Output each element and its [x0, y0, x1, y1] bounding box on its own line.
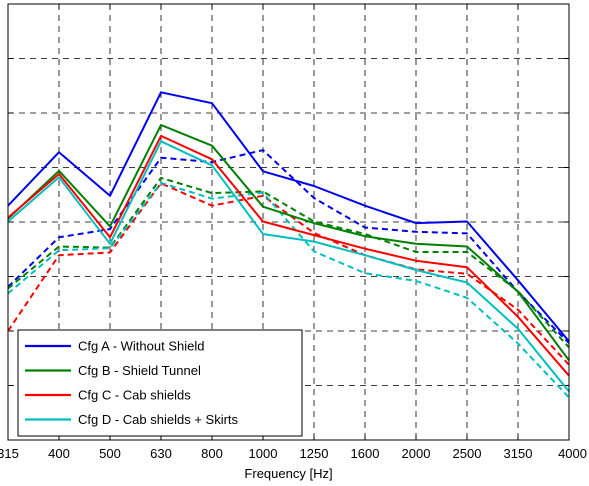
cfg-d-cab-shields-skirts-line — [7, 140, 570, 393]
x-tick-label: 400 — [48, 446, 70, 461]
x-tick-label: 1250 — [300, 446, 329, 461]
legend-label: Cfg A - Without Shield — [78, 339, 204, 354]
cfg-c-cab-shields-line — [7, 134, 570, 377]
x-tick-label: 2500 — [453, 446, 482, 461]
series-group — [7, 91, 570, 399]
legend: Cfg A - Without Shield Cfg B - Shield Tun… — [17, 329, 303, 437]
x-tick-label: 1600 — [351, 446, 380, 461]
x-tick-label: 4000 — [558, 446, 587, 461]
x-tick-label: 500 — [99, 446, 121, 461]
x-tick-label: 315 — [0, 446, 19, 461]
unlabelled-6-dashed-line — [7, 182, 570, 366]
x-tick-label: 800 — [201, 446, 223, 461]
unlabelled-4-dashed-line — [7, 149, 570, 344]
x-axis-ticks: 315 400 500 630 800 1000 1250 1600 2000 2500 3150 4… — [0, 4, 587, 461]
x-axis-title: Frequency [Hz] — [244, 466, 332, 481]
x-tick-label: 630 — [150, 446, 172, 461]
legend-label: Cfg B - Shield Tunnel — [78, 363, 201, 378]
x-tick-label: 2000 — [402, 446, 431, 461]
x-tick-label: 3150 — [504, 446, 533, 461]
unlabelled-7-dashed-line — [7, 181, 570, 399]
x-tick-label: 1000 — [249, 446, 278, 461]
cfg-a-without-shield-line — [7, 91, 570, 343]
legend-box — [17, 329, 303, 437]
cfg-b-shield-tunnel-line — [7, 124, 570, 361]
legend-label: Cfg C - Cab shields — [78, 388, 191, 403]
unlabelled-5-dashed-line — [7, 176, 570, 349]
plot-frame — [7, 3, 570, 441]
legend-label: Cfg D - Cab shields + Skirts — [78, 412, 239, 427]
